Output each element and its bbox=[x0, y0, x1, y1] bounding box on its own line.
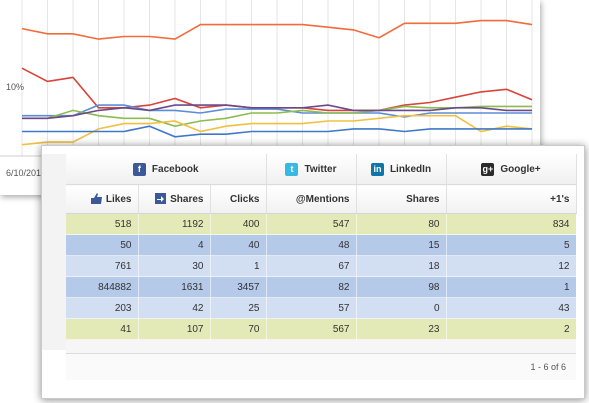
table-cell: 1631 bbox=[138, 276, 211, 298]
x-tick-label: 6/10/201 bbox=[6, 168, 42, 178]
table-cell: 3457 bbox=[210, 276, 267, 298]
network-label: Google+ bbox=[500, 163, 541, 175]
table-row[interactable]: 50 4 40 48 15 5 bbox=[66, 234, 577, 256]
table-footer: 1 - 6 of 6 bbox=[66, 353, 576, 380]
chart-series-line-2 bbox=[22, 104, 532, 118]
table-cell: 18 bbox=[356, 255, 447, 277]
table-cell: 67 bbox=[266, 255, 357, 277]
table-cell: 57 bbox=[266, 297, 357, 319]
pagination-info: 1 - 6 of 6 bbox=[530, 362, 566, 372]
table-cell: 41 bbox=[66, 318, 139, 340]
row-gutter bbox=[42, 154, 67, 350]
table-cell: 5 bbox=[446, 234, 577, 256]
table-cell: 0 bbox=[356, 297, 447, 319]
column-header-likes[interactable]: Likes bbox=[66, 184, 139, 214]
metric-header-row: Likes Shares Clicks @Mentions Shares +1'… bbox=[66, 184, 577, 214]
table-cell: 15 bbox=[356, 234, 447, 256]
table-cell: 12 bbox=[446, 255, 577, 277]
table-cell: 1192 bbox=[138, 213, 211, 235]
table-cell: 48 bbox=[266, 234, 357, 256]
network-label: Facebook bbox=[151, 163, 199, 175]
table-cell: 23 bbox=[356, 318, 447, 340]
table-cell: 844882 bbox=[66, 276, 139, 298]
facebook-icon: f bbox=[132, 162, 146, 176]
network-label: LinkedIn bbox=[389, 163, 432, 175]
google-plus-icon: g+ bbox=[481, 162, 495, 176]
chart-series-line-5 bbox=[21, 114, 533, 146]
table-cell: 1 bbox=[446, 276, 577, 298]
empty-row bbox=[66, 339, 576, 354]
table-row[interactable]: 844882 1631 3457 82 98 1 bbox=[66, 276, 577, 298]
table-cell: 547 bbox=[266, 213, 357, 235]
column-header-linkedin-shares[interactable]: Shares bbox=[356, 184, 447, 214]
table-cell: 1 bbox=[210, 255, 267, 277]
table-cell: 70 bbox=[210, 318, 267, 340]
table-cell: 567 bbox=[266, 318, 357, 340]
table-cell: 43 bbox=[446, 297, 577, 319]
network-google-plus[interactable]: g+ Google+ bbox=[446, 154, 577, 185]
table-cell: 42 bbox=[138, 297, 211, 319]
table-cell: 400 bbox=[210, 213, 267, 235]
chart-series-line-6 bbox=[22, 125, 532, 138]
table-cell: 25 bbox=[210, 297, 267, 319]
column-header-shares[interactable]: Shares bbox=[138, 184, 211, 214]
twitter-icon: t bbox=[285, 162, 299, 176]
table-cell: 761 bbox=[66, 255, 139, 277]
chart-series-line-0 bbox=[21, 19, 533, 40]
column-header-clicks[interactable]: Clicks bbox=[210, 184, 267, 214]
table-cell: 30 bbox=[138, 255, 211, 277]
table-cell: 107 bbox=[138, 318, 211, 340]
table-cell: 4 bbox=[138, 234, 211, 256]
thumbs-up-icon bbox=[90, 193, 102, 204]
column-header-mentions[interactable]: @Mentions bbox=[266, 184, 357, 214]
table-row[interactable]: 518 1192 400 547 80 834 bbox=[66, 213, 577, 235]
social-stats-table: f Facebook t Twitter in LinkedIn g+ Google+ … bbox=[66, 154, 577, 354]
network-linkedin[interactable]: in LinkedIn bbox=[356, 154, 447, 185]
y-tick-label: 10% bbox=[6, 82, 25, 92]
chart-series-line-4 bbox=[22, 104, 532, 120]
table-row[interactable]: 203 42 25 57 0 43 bbox=[66, 297, 577, 319]
table-cell: 834 bbox=[446, 213, 577, 235]
network-facebook[interactable]: f Facebook bbox=[66, 154, 267, 185]
table-cell: 203 bbox=[66, 297, 139, 319]
table-cell: 98 bbox=[356, 276, 447, 298]
table-cell: 50 bbox=[66, 234, 139, 256]
network-twitter[interactable]: t Twitter bbox=[266, 154, 357, 185]
table-cell: 518 bbox=[66, 213, 139, 235]
table-cell: 2 bbox=[446, 318, 577, 340]
table-row[interactable]: 761 30 1 67 18 12 bbox=[66, 255, 577, 277]
linkedin-icon: in bbox=[370, 162, 384, 176]
table-cell: 82 bbox=[266, 276, 357, 298]
social-stats-table-card: f Facebook t Twitter in LinkedIn g+ Google+ … bbox=[41, 145, 585, 399]
share-icon bbox=[155, 193, 167, 204]
table-cell: 80 bbox=[356, 213, 447, 235]
column-header-plus-ones[interactable]: +1's bbox=[446, 184, 577, 214]
network-label: Twitter bbox=[304, 163, 337, 175]
network-header-row: f Facebook t Twitter in LinkedIn g+ Google+ bbox=[66, 154, 577, 185]
table-cell: 40 bbox=[210, 234, 267, 256]
table-row[interactable]: 41 107 70 567 23 2 bbox=[66, 318, 577, 340]
chart-series-line-3 bbox=[22, 105, 532, 128]
